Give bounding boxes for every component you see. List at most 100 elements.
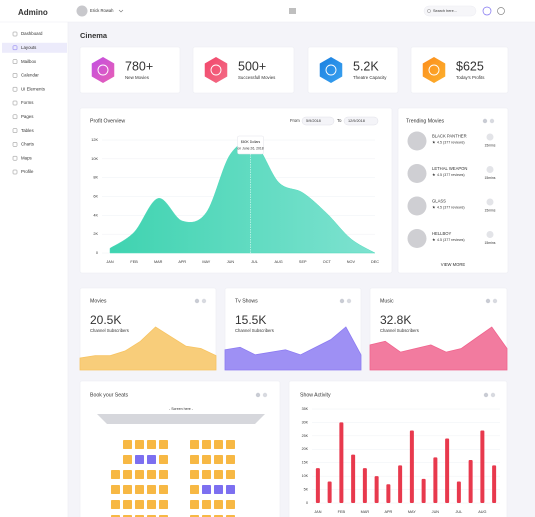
seat[interactable]	[226, 440, 235, 449]
bar	[433, 457, 438, 503]
view-more[interactable]: VIEW MORE	[441, 262, 466, 267]
seat[interactable]	[226, 485, 235, 494]
menu-toggle[interactable]	[289, 8, 296, 14]
seat[interactable]	[202, 455, 211, 464]
seat[interactable]	[123, 500, 132, 509]
sidebar-item[interactable]: Pages	[21, 114, 34, 119]
seat[interactable]	[226, 500, 235, 509]
x-tick-label: AUG	[275, 260, 283, 264]
seat[interactable]	[147, 440, 156, 449]
screen-label: - Screen here -	[169, 407, 194, 411]
seat[interactable]	[190, 500, 199, 509]
seat[interactable]	[159, 455, 168, 464]
seat[interactable]	[135, 440, 144, 449]
date-input[interactable]	[343, 116, 379, 126]
search-box[interactable]	[423, 5, 477, 17]
movie-action[interactable]	[486, 133, 494, 141]
notification-icon[interactable]	[482, 6, 492, 16]
sidebar-item[interactable]: Dashboard	[21, 31, 43, 36]
sidebar-item[interactable]: Tables	[21, 128, 34, 133]
settings-icon[interactable]	[482, 118, 488, 124]
seat[interactable]	[135, 455, 144, 464]
seat[interactable]	[159, 485, 168, 494]
seat[interactable]	[202, 440, 211, 449]
rating-star: ★	[432, 140, 436, 145]
seat[interactable]	[190, 455, 199, 464]
seat[interactable]	[123, 485, 132, 494]
rating-star: ★	[432, 172, 436, 177]
sidebar-item[interactable]: Maps	[21, 155, 33, 160]
close-icon[interactable]	[201, 298, 207, 304]
settings-icon[interactable]	[339, 298, 345, 304]
seat[interactable]	[190, 440, 199, 449]
seat[interactable]	[111, 470, 120, 479]
stat-value: 500+	[238, 59, 266, 73]
sidebar-icon	[12, 155, 18, 161]
bar	[468, 460, 473, 503]
seat[interactable]	[202, 485, 211, 494]
movie-action[interactable]	[486, 198, 494, 206]
sidebar-item[interactable]: Layouts	[21, 45, 37, 50]
sidebar-item[interactable]: UI Elements	[21, 86, 46, 91]
seat[interactable]	[202, 470, 211, 479]
close-icon[interactable]	[346, 298, 352, 304]
seat[interactable]	[159, 440, 168, 449]
x-tick-label: APR	[384, 510, 392, 514]
seat[interactable]	[135, 485, 144, 494]
seat[interactable]	[214, 470, 223, 479]
x-tick-label: FEB	[130, 260, 138, 264]
sidebar-item[interactable]: Calendar	[21, 73, 39, 78]
seat[interactable]	[214, 485, 223, 494]
seat[interactable]	[226, 455, 235, 464]
sidebar-icon	[12, 114, 18, 120]
seat[interactable]	[135, 500, 144, 509]
date-input[interactable]	[301, 116, 335, 126]
seat[interactable]	[214, 440, 223, 449]
movie-action[interactable]	[486, 231, 494, 238]
x-tick-label: OCT	[323, 260, 332, 264]
seat[interactable]	[214, 500, 223, 509]
seat[interactable]	[123, 440, 132, 449]
card-title: Tv Shows	[235, 298, 258, 304]
sidebar-item[interactable]: Mailbox	[21, 59, 37, 64]
stat-value: 5.2K	[353, 59, 379, 73]
card	[288, 380, 508, 517]
settings-icon[interactable]	[485, 298, 491, 304]
settings-icon[interactable]	[194, 298, 200, 304]
movie-time: 15mins	[485, 143, 496, 147]
close-icon[interactable]	[262, 392, 268, 398]
seat[interactable]	[147, 470, 156, 479]
sidebar-item[interactable]: Charts	[21, 142, 35, 147]
seat[interactable]	[159, 470, 168, 479]
seat[interactable]	[226, 470, 235, 479]
close-icon[interactable]	[489, 118, 495, 124]
seat[interactable]	[111, 485, 120, 494]
settings-icon[interactable]	[483, 392, 489, 398]
card-title: Trending Movies	[406, 118, 445, 124]
close-icon[interactable]	[490, 392, 496, 398]
movie-action[interactable]	[486, 166, 494, 173]
seat[interactable]	[147, 485, 156, 494]
seat[interactable]	[123, 455, 132, 464]
sidebar-item[interactable]: Forms	[21, 100, 34, 105]
seat[interactable]	[123, 470, 132, 479]
x-tick-label: JUN	[432, 510, 440, 514]
seat[interactable]	[190, 485, 199, 494]
sidebar-item[interactable]: Profile	[21, 169, 34, 174]
sidebar-icon	[12, 73, 18, 78]
settings-button[interactable]	[497, 7, 505, 15]
y-tick-label: 25K	[302, 434, 309, 438]
card-subtitle: Channel Subscribers	[380, 328, 419, 333]
seat[interactable]	[159, 500, 168, 509]
close-icon[interactable]	[492, 298, 498, 304]
seat[interactable]	[190, 470, 199, 479]
settings-icon[interactable]	[255, 392, 261, 398]
seat[interactable]	[202, 500, 211, 509]
rating-star: ★	[432, 205, 436, 210]
seat[interactable]	[111, 500, 120, 509]
seat[interactable]	[147, 455, 156, 464]
seat[interactable]	[214, 455, 223, 464]
user-avatar[interactable]	[76, 5, 88, 17]
seat[interactable]	[147, 500, 156, 509]
seat[interactable]	[135, 470, 144, 479]
